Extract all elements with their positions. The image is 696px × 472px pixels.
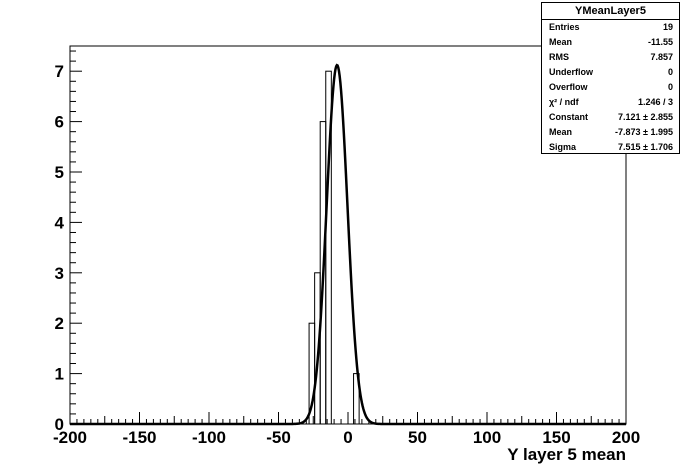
x-axis: -200 -150 -100 -50 0 50 100 150 200 <box>53 412 640 447</box>
y-tick-label: 1 <box>55 365 64 384</box>
gaussian-fit-curve <box>70 63 626 426</box>
stats-row-label: Constant <box>549 112 588 122</box>
stats-row: Entries 19 <box>542 20 679 35</box>
stats-row-label: Mean <box>549 37 573 47</box>
y-tick-label: 0 <box>55 415 64 434</box>
stats-row: χ² / ndf 1.246 / 3 <box>542 95 679 110</box>
x-tick-label: 200 <box>612 428 640 447</box>
stats-row: Sigma 7.515 ± 1.706 <box>542 140 679 155</box>
stats-row-value: 0 <box>667 67 673 77</box>
x-tick-label: -200 <box>53 428 87 447</box>
stats-row: Constant 7.121 ± 2.855 <box>542 110 679 125</box>
stats-row-label: Sigma <box>549 142 577 152</box>
x-tick-label: -50 <box>266 428 291 447</box>
stats-row-value: 7.121 ± 2.855 <box>618 112 673 122</box>
stats-rows: Entries 19 Mean -11.55 RMS 7.857 Underflow 0 Ove… <box>542 20 679 155</box>
stats-row-value: 1.246 / 3 <box>637 97 673 107</box>
stats-row: Mean -11.55 <box>542 35 679 50</box>
stats-row: Underflow 0 <box>542 65 679 80</box>
y-tick-label: 7 <box>55 62 64 81</box>
stats-row-label: Mean <box>549 127 573 137</box>
x-tick-label: 150 <box>542 428 570 447</box>
stats-row-value: 7.515 ± 1.706 <box>618 142 673 152</box>
stats-row-value: 19 <box>662 22 673 32</box>
stats-row-value: 7.857 <box>650 52 673 62</box>
stats-row-label: χ² / ndf <box>549 97 579 107</box>
stats-row-value: -11.55 <box>647 37 673 47</box>
y-tick-label: 4 <box>55 213 65 232</box>
stats-row-label: RMS <box>549 52 569 62</box>
x-tick-label: 50 <box>408 428 427 447</box>
y-axis: 0 1 2 3 4 5 6 7 <box>55 50 82 434</box>
stats-row: RMS 7.857 <box>542 50 679 65</box>
stats-row-value: -7.873 ± 1.995 <box>615 127 673 137</box>
stats-row-value: 0 <box>667 82 673 92</box>
x-tick-label: 100 <box>473 428 501 447</box>
stats-row: Mean -7.873 ± 1.995 <box>542 125 679 140</box>
y-tick-label: 6 <box>55 113 64 132</box>
histogram-bar <box>353 373 360 425</box>
x-axis-label: Y layer 5 mean <box>507 445 626 464</box>
stats-row-label: Overflow <box>549 82 588 92</box>
y-tick-label: 3 <box>55 264 64 283</box>
x-tick-label: -150 <box>122 428 156 447</box>
stats-row-label: Entries <box>549 22 580 32</box>
stats-title: YMeanLayer5 <box>542 3 679 20</box>
x-tick-label: -100 <box>192 428 226 447</box>
stats-box: YMeanLayer5 Entries 19 Mean -11.55 RMS 7.857 U… <box>541 2 680 154</box>
y-tick-label: 5 <box>55 163 64 182</box>
stats-row: Overflow 0 <box>542 80 679 95</box>
x-tick-label: 0 <box>343 428 352 447</box>
stats-row-label: Underflow <box>549 67 593 77</box>
y-tick-label: 2 <box>55 314 64 333</box>
